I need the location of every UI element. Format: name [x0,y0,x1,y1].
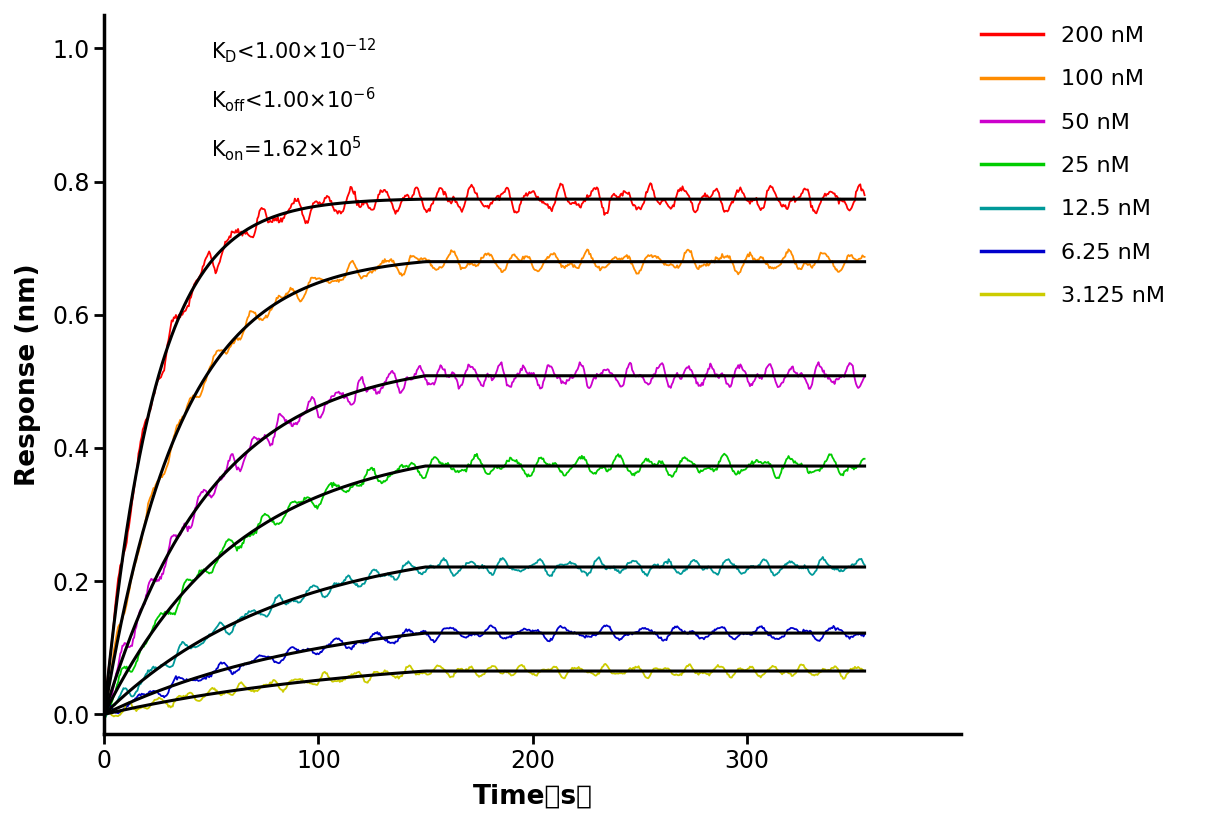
Y-axis label: Response (nm): Response (nm) [15,263,41,486]
X-axis label: Time（s）: Time（s） [473,784,593,810]
Text: K$_{\rm D}$<1.00×10$^{-12}$
K$_{\rm off}$<1.00×10$^{-6}$
K$_{\rm on}$=1.62×10$^{: K$_{\rm D}$<1.00×10$^{-12}$ K$_{\rm off}… [212,36,377,163]
Legend: 200 nM, 100 nM, 50 nM, 25 nM, 12.5 nM, 6.25 nM, 3.125 nM: 200 nM, 100 nM, 50 nM, 25 nM, 12.5 nM, 6… [981,26,1164,306]
